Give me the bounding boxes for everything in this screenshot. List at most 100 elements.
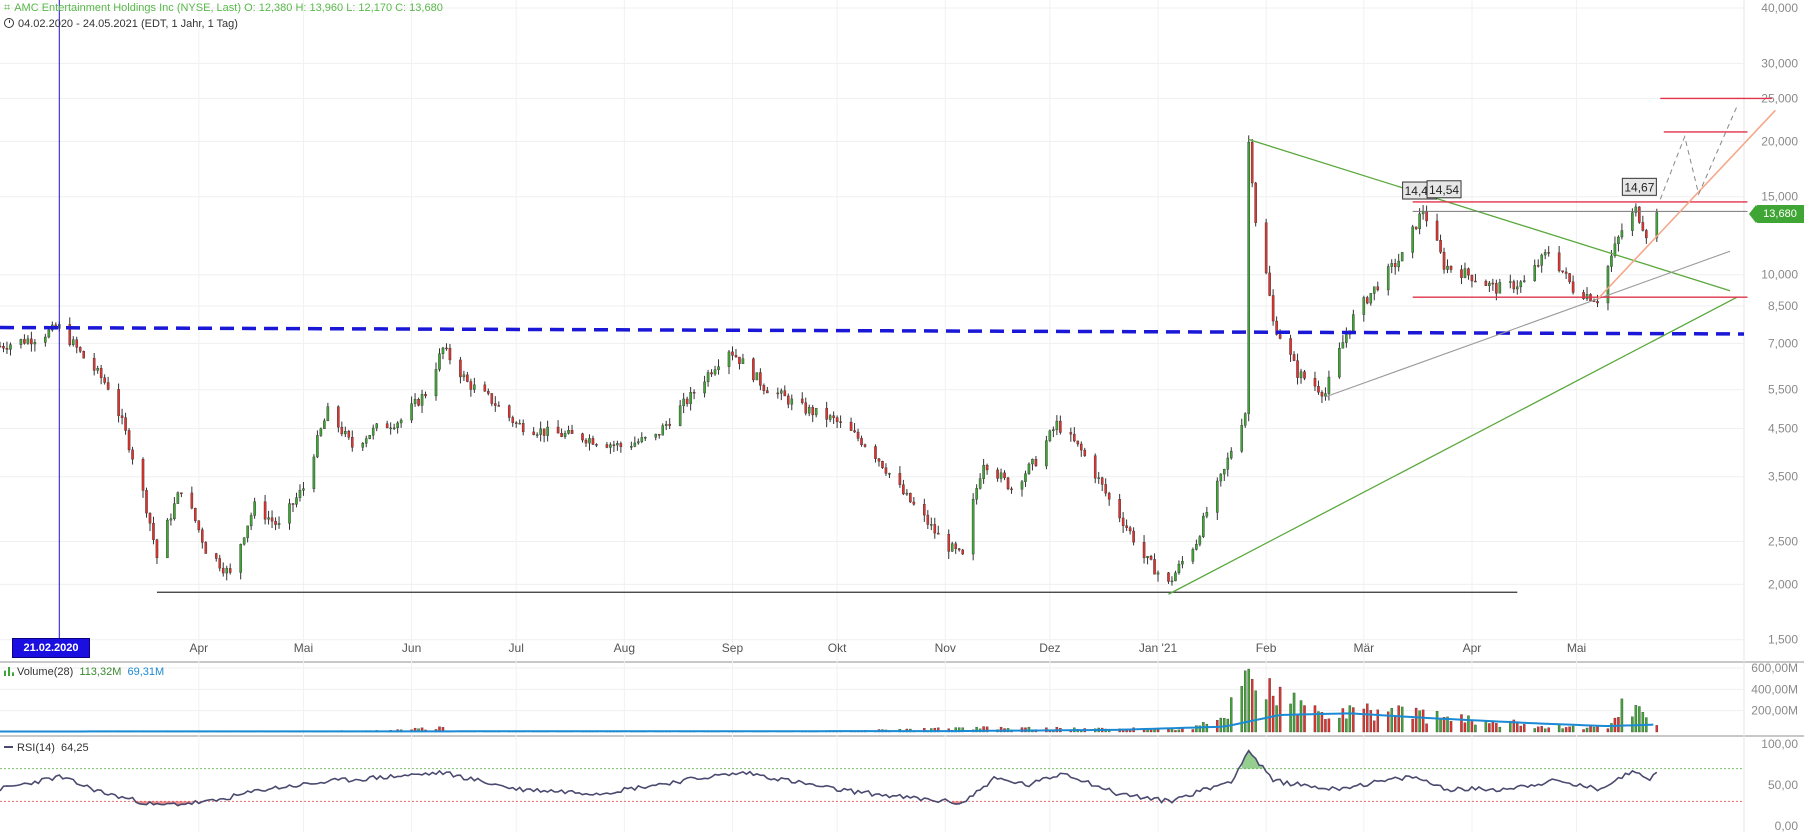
candle-body (766, 390, 769, 394)
candle-body (947, 534, 951, 552)
candle-body (1132, 530, 1135, 543)
candle-body (218, 558, 222, 569)
candle-body (1268, 272, 1271, 296)
volume-bar (1571, 725, 1575, 733)
candle-body (1303, 371, 1306, 379)
candle-body (507, 405, 511, 418)
candle-body (1219, 473, 1223, 482)
volume-bar (1400, 706, 1404, 733)
candle-body (1327, 376, 1331, 394)
candle-body (201, 529, 204, 543)
rising-trendline (1168, 296, 1738, 595)
candle-body (120, 415, 124, 418)
candle-body (497, 405, 501, 407)
candle-body (1205, 512, 1209, 517)
volume-bar (1634, 705, 1638, 733)
candle-body (1536, 265, 1540, 267)
date-tick-label: Jul (509, 641, 524, 655)
candle-body (26, 338, 30, 344)
candle-body (197, 520, 201, 531)
candle-body (438, 353, 441, 370)
crosshair-date-tag: 21.02.2020 (12, 638, 90, 658)
candle-body (605, 444, 609, 448)
candle-body (2, 346, 5, 349)
volume-bar (1617, 717, 1620, 733)
candle-body (1229, 450, 1233, 459)
candle-body (190, 492, 194, 509)
candle-body (1216, 480, 1219, 513)
volume-bar (982, 726, 985, 733)
candle-body (19, 339, 23, 345)
candle-body (923, 504, 926, 516)
candle-body (1495, 283, 1498, 294)
volume-bar (1641, 712, 1645, 733)
candle-body (535, 434, 539, 436)
volume-tick-label: 200,00M (1751, 704, 1798, 718)
candle-body (971, 499, 975, 555)
candle-body (152, 523, 155, 540)
candle-body (1470, 274, 1474, 282)
volume-bar (1449, 721, 1453, 733)
annotation-label: 14,54 (1429, 183, 1459, 197)
candle-body (326, 406, 330, 422)
candle-body (570, 430, 574, 434)
candle-body (1568, 273, 1571, 283)
rsi-oversold-fill (136, 801, 192, 806)
candle-body (347, 430, 351, 438)
candle-body (385, 423, 389, 429)
candle-body (591, 438, 595, 445)
volume-bar (1467, 715, 1470, 733)
candle-body (368, 435, 372, 439)
volume-bar (1247, 668, 1250, 733)
price-tick-label: 2,000 (1768, 577, 1798, 591)
candle-body (1254, 182, 1257, 223)
volume-bar (1439, 718, 1442, 733)
volume-bar (1638, 706, 1641, 733)
candle-body (204, 542, 208, 554)
candle-body (898, 473, 902, 485)
candle-body (92, 357, 96, 371)
volume-bar (1296, 714, 1299, 733)
candle-body (874, 446, 877, 459)
volume-bar (1582, 729, 1585, 733)
candle-body (1324, 393, 1327, 397)
candle-body (1059, 420, 1062, 433)
volume-bar (1223, 717, 1226, 733)
candle-body (1341, 342, 1345, 349)
grey-trendline (1325, 250, 1731, 398)
volume-bar (1390, 708, 1393, 733)
candle-body (1226, 457, 1230, 470)
candle-body (1366, 297, 1369, 304)
candle-body (337, 406, 340, 428)
candle-body (371, 427, 375, 436)
candle-body (1463, 268, 1467, 278)
rsi-tick-label: 50,00 (1768, 778, 1798, 792)
candle-body (1400, 252, 1404, 262)
candle-body (291, 503, 295, 505)
candle-body (494, 403, 497, 406)
candle-body (1146, 555, 1149, 559)
volume-label: Volume(28) 113,32M 69,31M (4, 666, 164, 678)
candle-body (985, 464, 989, 471)
candle-body (1610, 255, 1613, 267)
candle-body (1296, 360, 1299, 378)
volume-bar (1442, 717, 1446, 733)
volume-pane: 200,00M 400,00M 600,00M (0, 661, 1798, 733)
candle-body (950, 543, 954, 552)
volume-bar (1369, 710, 1373, 733)
candle-body (1073, 433, 1076, 442)
candle-body (1020, 481, 1024, 490)
candle-body (0, 345, 2, 348)
volume-bar (1463, 722, 1467, 733)
volume-bar (1568, 726, 1571, 733)
candle-body (1313, 378, 1317, 387)
candle-body (1362, 297, 1366, 315)
candle-body (1170, 580, 1174, 583)
candlestick-icon: ⌗ (4, 2, 11, 14)
candle-body (1223, 469, 1226, 475)
candle-body (1100, 477, 1104, 485)
candle-body (417, 398, 420, 406)
price-tick-label: 15,000 (1761, 190, 1798, 204)
candle-body (804, 402, 808, 414)
